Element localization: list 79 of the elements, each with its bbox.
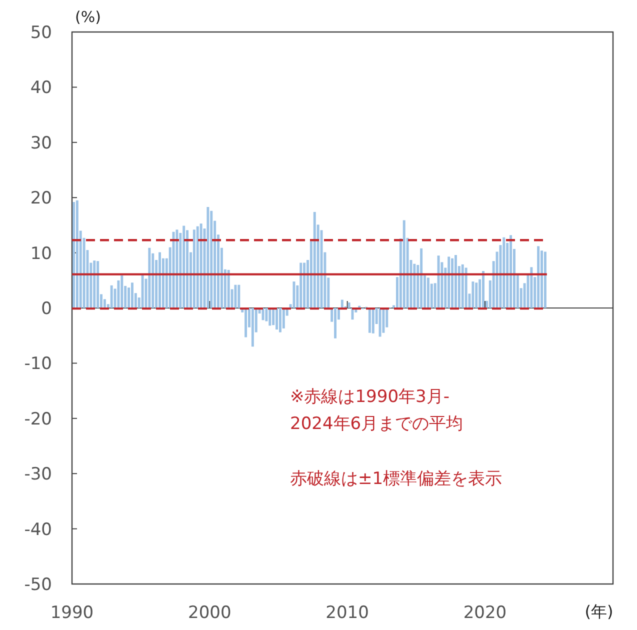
bar [238, 284, 240, 308]
bar [437, 256, 440, 308]
y-tick-label: 30 [30, 133, 52, 154]
y-tick-label: 50 [30, 23, 52, 43]
bar [292, 282, 296, 308]
bar [451, 258, 454, 308]
x-tick-label: 1990 [50, 603, 94, 623]
bar [502, 237, 506, 308]
bar [176, 230, 178, 308]
bar [475, 282, 478, 308]
bar [402, 220, 406, 308]
bar [537, 246, 540, 308]
bar [110, 285, 113, 308]
bar [313, 212, 316, 308]
y-tick-label: 10 [30, 244, 52, 264]
annotation: ※赤線は1990年3月- 2024年6月までの平均 [290, 387, 464, 434]
bar [182, 226, 186, 308]
y-tick-label: -40 [24, 520, 52, 540]
x-axis-title: (年) [584, 602, 614, 621]
bar [378, 308, 382, 337]
bar [93, 260, 96, 308]
bar [413, 264, 416, 308]
y-tick-label: -10 [24, 354, 52, 374]
bar [368, 308, 371, 333]
bar [141, 274, 144, 308]
bar [303, 262, 306, 308]
bar [530, 267, 533, 308]
x-tick-label: 2010 [326, 603, 369, 623]
bar [300, 262, 302, 308]
bar [120, 275, 124, 308]
y-tick-label: 0 [41, 299, 52, 319]
bar [348, 302, 350, 308]
bar [544, 252, 546, 308]
bar [372, 308, 374, 334]
y-tick-label: -50 [24, 575, 52, 595]
bar [148, 248, 151, 308]
bar [192, 230, 196, 308]
bar [96, 261, 100, 308]
y-tick-label: -30 [24, 464, 52, 485]
bar [482, 271, 484, 308]
y-axis-title: (%) [75, 8, 101, 26]
bar [454, 255, 457, 308]
y-tick-label: -20 [24, 409, 52, 430]
bar [510, 235, 512, 308]
bar [272, 308, 275, 326]
bar [227, 270, 230, 308]
bar [76, 200, 78, 308]
bar [172, 232, 175, 308]
bar [278, 308, 282, 332]
bar [72, 202, 75, 308]
bar [334, 308, 337, 338]
bar [265, 308, 268, 322]
bar [210, 210, 213, 308]
bar [276, 308, 278, 330]
y-tick-label: 40 [30, 78, 52, 98]
bar [426, 278, 430, 308]
bar [461, 264, 464, 308]
bar [382, 308, 385, 333]
bar [351, 308, 354, 320]
x-tick-label: 2020 [463, 603, 507, 623]
bar [464, 268, 468, 308]
bar [282, 308, 285, 328]
bar [196, 226, 199, 308]
bar [340, 300, 344, 308]
bar [130, 282, 134, 308]
x-tick-label: 2000 [188, 603, 232, 623]
bar [158, 252, 161, 308]
bar [251, 308, 254, 347]
bar [206, 206, 210, 308]
bar [234, 284, 237, 308]
bar [420, 248, 423, 308]
bar [448, 256, 450, 308]
bar [472, 282, 474, 308]
bar [244, 308, 248, 338]
y-tick-label: 20 [30, 188, 52, 209]
bar [200, 224, 202, 308]
annotation: 赤破線は±1標準偏差を表示 [290, 469, 502, 489]
bar [186, 230, 189, 308]
bar [268, 308, 272, 326]
